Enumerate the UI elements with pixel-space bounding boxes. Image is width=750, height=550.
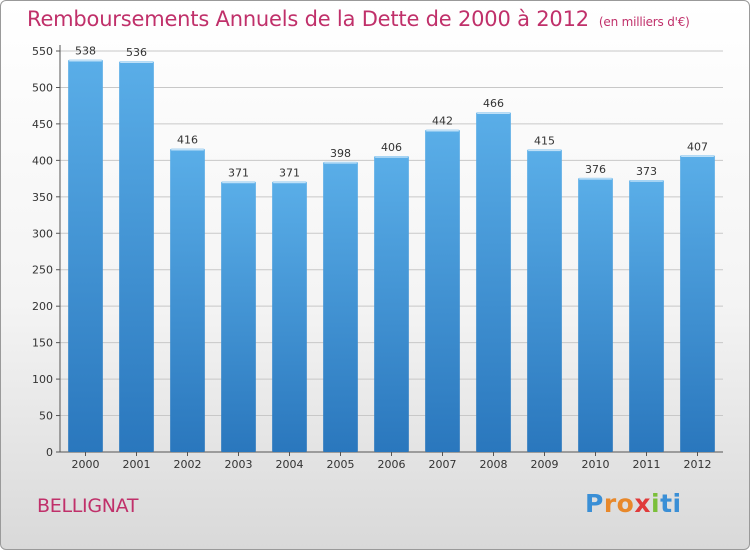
value-label: 407 xyxy=(687,140,708,153)
bar xyxy=(323,161,358,452)
y-tick-label: 150 xyxy=(32,337,53,350)
y-tick-label: 250 xyxy=(32,264,53,277)
logo-letter: x xyxy=(634,489,651,518)
axes: 0 50 100 150 200 250 300 350 400 450 500 550 2000 200… xyxy=(32,45,723,471)
y-tick-label: 100 xyxy=(32,373,53,386)
value-label: 415 xyxy=(534,134,555,147)
y-tick-label: 550 xyxy=(32,45,53,58)
value-label: 371 xyxy=(228,167,249,180)
x-tick-label: 2000 xyxy=(72,458,100,471)
bars xyxy=(68,59,715,453)
y-tick-label: 450 xyxy=(32,118,53,131)
logo-letter: i xyxy=(672,489,682,518)
value-label: 406 xyxy=(381,141,402,154)
x-tick-label: 2010 xyxy=(582,458,610,471)
y-tick-label: 0 xyxy=(46,446,53,459)
value-label: 376 xyxy=(585,163,606,176)
x-tick-label: 2005 xyxy=(327,458,355,471)
bar xyxy=(170,148,205,452)
x-tick-label: 2004 xyxy=(276,458,304,471)
chart-title: Remboursements Annuels de la Dette de 20… xyxy=(27,7,690,31)
logo-letter: P xyxy=(585,489,604,518)
bar xyxy=(272,181,307,453)
value-label: 371 xyxy=(279,167,300,180)
logo-letter: o xyxy=(616,489,635,518)
logo-letter: r xyxy=(603,489,617,518)
bar xyxy=(680,155,715,452)
y-tick-label: 300 xyxy=(32,227,53,240)
value-label: 373 xyxy=(636,165,657,178)
y-tick-label: 400 xyxy=(32,154,53,167)
commune-name: BELLIGNAT xyxy=(37,495,139,517)
x-tick-label: 2007 xyxy=(429,458,457,471)
x-tick-label: 2006 xyxy=(378,458,406,471)
value-label: 466 xyxy=(483,97,504,110)
bar xyxy=(476,112,511,452)
logo-letter: i xyxy=(651,489,661,518)
y-tick-label: 200 xyxy=(32,300,53,313)
value-label: 538 xyxy=(75,45,96,58)
x-tick-label: 2011 xyxy=(633,458,661,471)
bar xyxy=(221,181,256,453)
y-tick-label: 500 xyxy=(32,81,53,94)
bar xyxy=(374,155,409,453)
bar xyxy=(68,59,103,453)
bar xyxy=(629,180,664,453)
proxiti-logo: Proxiti xyxy=(585,489,682,518)
y-tick-label: 350 xyxy=(32,191,53,204)
x-tick-label: 2009 xyxy=(531,458,559,471)
x-tick-label: 2001 xyxy=(123,458,151,471)
bar xyxy=(119,61,154,452)
chart-unit: (en milliers d'€) xyxy=(598,15,690,29)
y-tick-label: 50 xyxy=(39,410,53,423)
value-label: 416 xyxy=(177,134,198,147)
value-label: 536 xyxy=(126,46,147,59)
x-tick-label: 2008 xyxy=(480,458,508,471)
bar xyxy=(527,149,562,452)
x-tick-label: 2002 xyxy=(174,458,202,471)
value-labels: 538 536 416 371 371 398 406 442 466 415 376 373 407 xyxy=(75,45,708,180)
chart-title-text: Remboursements Annuels de la Dette de 20… xyxy=(27,7,589,31)
value-label: 398 xyxy=(330,147,351,160)
logo-letter: t xyxy=(660,489,673,518)
value-label: 442 xyxy=(432,115,453,128)
bar xyxy=(578,177,613,452)
bar xyxy=(425,129,460,452)
x-tick-label: 2003 xyxy=(225,458,253,471)
x-tick-label: 2012 xyxy=(684,458,712,471)
